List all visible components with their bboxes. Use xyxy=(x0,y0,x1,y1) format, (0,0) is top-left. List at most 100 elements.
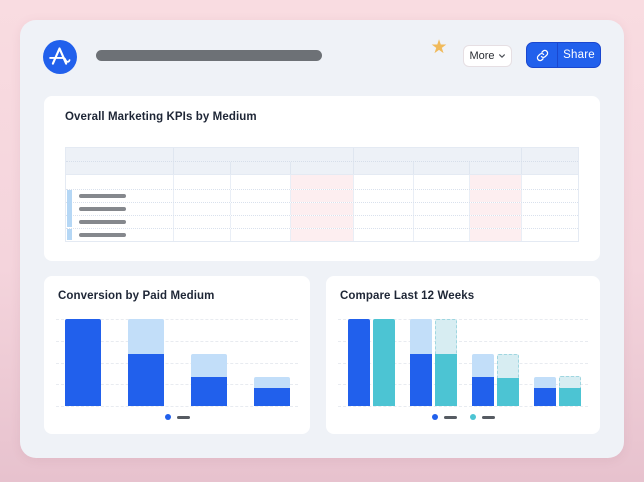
gridline xyxy=(56,406,298,407)
table-header-group-cell xyxy=(521,148,578,161)
conversion-chart-plot xyxy=(56,319,298,407)
bar-segment-bottom xyxy=(410,353,432,406)
table-cell xyxy=(66,175,173,189)
table-cell xyxy=(230,216,290,228)
compare-chart-panel: Compare Last 12 Weeks xyxy=(326,276,600,434)
compare-chart-plot xyxy=(338,319,588,407)
bar-segment-top xyxy=(435,319,457,354)
kpi-table-header xyxy=(66,148,578,174)
legend-label-placeholder xyxy=(481,415,495,419)
bar xyxy=(128,319,164,406)
table-row xyxy=(66,228,578,241)
table-header-cell xyxy=(413,162,469,174)
bar xyxy=(191,353,227,406)
table-cell xyxy=(353,203,413,215)
table-cell xyxy=(173,175,230,189)
table-cell xyxy=(290,203,353,215)
link-icon xyxy=(536,49,548,61)
bar-segment-top xyxy=(534,377,556,388)
bar xyxy=(435,319,457,406)
bar-segment-top xyxy=(254,377,290,388)
table-cell xyxy=(353,216,413,228)
table-header-cell xyxy=(469,162,521,174)
bar xyxy=(410,319,432,406)
table-cell xyxy=(521,190,578,202)
more-button-label: More xyxy=(469,50,495,62)
row-accent-strip xyxy=(66,189,72,227)
table-cell xyxy=(521,216,578,228)
table-cell xyxy=(353,190,413,202)
bar xyxy=(373,319,395,406)
table-header-cell xyxy=(66,162,173,174)
table-header-cell xyxy=(521,162,578,174)
table-cell xyxy=(413,229,469,241)
row-label-placeholder xyxy=(79,233,126,237)
legend-dot xyxy=(431,414,438,420)
bar-group xyxy=(191,353,227,406)
bar xyxy=(65,319,101,406)
bar-segment-bottom xyxy=(559,387,581,406)
table-cell xyxy=(353,175,413,189)
bar-segment-top xyxy=(410,319,432,354)
gridline xyxy=(56,340,298,342)
copy-link-button[interactable] xyxy=(527,43,558,67)
table-cell xyxy=(521,175,578,189)
table-cell xyxy=(230,190,290,202)
row-label-placeholder xyxy=(79,220,126,224)
bar-segment-top xyxy=(559,376,581,388)
table-cell xyxy=(66,229,173,241)
bar-row xyxy=(56,319,298,406)
table-cell xyxy=(290,229,353,241)
bar-segment-top xyxy=(497,353,519,379)
amplitude-logo[interactable] xyxy=(43,40,77,74)
legend-item xyxy=(469,414,495,420)
bar-group xyxy=(472,353,519,406)
table-row xyxy=(66,174,578,189)
table-cell xyxy=(353,229,413,241)
amplitude-logo-icon xyxy=(43,40,77,74)
table-cell xyxy=(173,190,230,202)
bar-row xyxy=(338,319,588,406)
table-cell xyxy=(66,216,173,228)
bar-segment-bottom xyxy=(65,319,101,406)
kpi-table xyxy=(65,147,579,242)
favorite-star-icon[interactable]: ★ xyxy=(430,37,448,58)
row-accent-strip xyxy=(66,228,72,240)
legend-label-placeholder xyxy=(176,415,190,419)
table-row xyxy=(66,189,578,202)
gridline xyxy=(56,384,298,386)
bar xyxy=(497,353,519,406)
bar-segment-bottom xyxy=(254,387,290,406)
bar-segment-bottom xyxy=(128,353,164,406)
table-header-cell xyxy=(353,162,413,174)
table-cell xyxy=(413,216,469,228)
table-cell xyxy=(469,216,521,228)
bar-segment-top xyxy=(472,353,494,378)
table-cell xyxy=(290,190,353,202)
share-button[interactable]: Share xyxy=(526,42,601,68)
bar-segment-bottom xyxy=(534,387,556,406)
table-cell xyxy=(290,175,353,189)
kpi-table-panel: Overall Marketing KPIs by Medium xyxy=(44,96,600,261)
table-cell xyxy=(521,229,578,241)
table-header-row xyxy=(66,148,578,161)
bar-segment-bottom xyxy=(472,377,494,406)
conversion-chart-legend xyxy=(44,412,310,422)
table-cell xyxy=(173,229,230,241)
row-label-placeholder xyxy=(79,207,126,211)
table-cell xyxy=(230,175,290,189)
more-button[interactable]: More xyxy=(463,45,512,67)
document-title-placeholder xyxy=(96,50,322,61)
row-label-placeholder xyxy=(79,194,126,198)
bar-group xyxy=(534,376,581,406)
table-header-group-cell xyxy=(66,148,173,161)
legend-label-placeholder xyxy=(443,415,457,419)
bar xyxy=(472,353,494,406)
table-row xyxy=(66,215,578,228)
table-cell xyxy=(66,190,173,202)
gridline xyxy=(56,319,298,320)
bar xyxy=(254,377,290,406)
bar-segment-bottom xyxy=(497,378,519,406)
table-cell xyxy=(66,203,173,215)
legend-dot xyxy=(469,414,476,420)
